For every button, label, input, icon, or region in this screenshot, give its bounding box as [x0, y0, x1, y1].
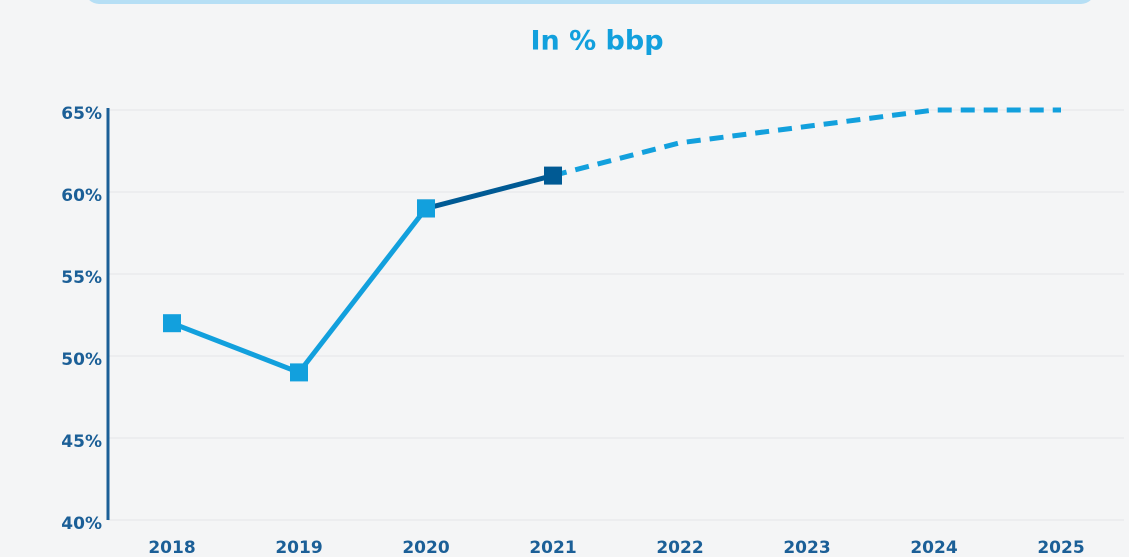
chart-title: In % bbp	[530, 26, 663, 57]
y-tick-label: 60%	[61, 186, 102, 206]
y-tick-label: 45%	[61, 432, 102, 452]
x-tick-label: 2020	[402, 538, 449, 557]
marker	[417, 199, 435, 218]
x-tick-label: 2022	[656, 538, 703, 557]
marker	[163, 314, 181, 333]
x-tick-label: 2025	[1037, 538, 1084, 557]
y-tick-label: 40%	[61, 514, 102, 534]
x-tick-label: 2018	[148, 538, 195, 557]
y-tick-label: 50%	[61, 350, 102, 370]
x-tick-label: 2023	[783, 538, 830, 557]
marker	[544, 166, 562, 185]
y-tick-label: 55%	[61, 268, 102, 288]
x-tick-label: 2021	[529, 538, 576, 557]
line	[425, 173, 554, 211]
header-bar	[89, 0, 1091, 4]
y-tick-label: 65%	[61, 104, 102, 124]
x-tick-label: 2024	[910, 538, 957, 557]
line	[552, 107, 1061, 179]
x-tick-label: 2019	[275, 538, 322, 557]
marker	[290, 363, 308, 382]
